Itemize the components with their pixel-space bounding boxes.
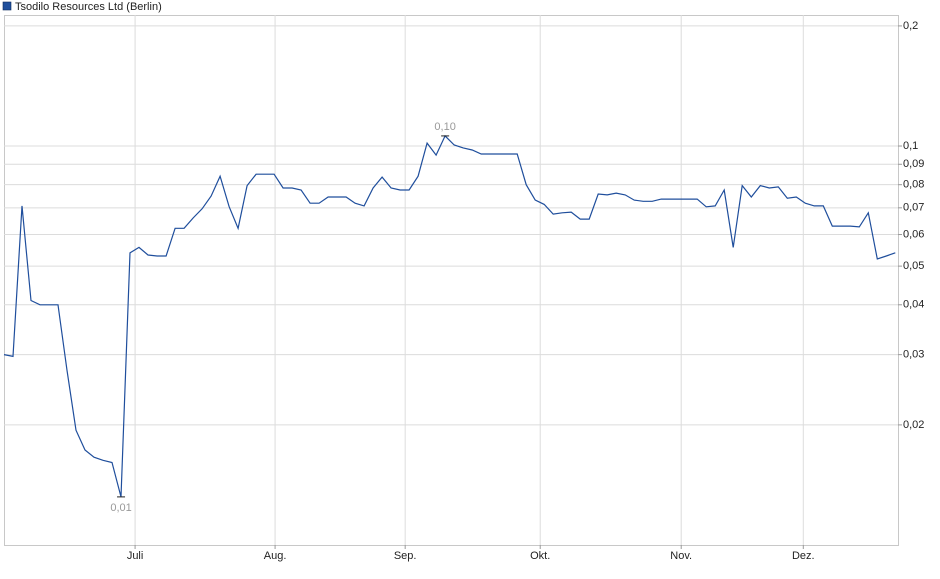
x-tick-label: Sep. bbox=[394, 550, 417, 562]
y-tick-label: 0,04 bbox=[903, 299, 924, 311]
legend-label: Tsodilo Resources Ltd (Berlin) bbox=[15, 1, 162, 13]
value-label: 0,01 bbox=[110, 502, 131, 514]
value-label: 0,10 bbox=[434, 121, 455, 133]
y-tick-label: 0,09 bbox=[903, 158, 924, 170]
plot-frame bbox=[4, 15, 899, 546]
y-tick-label: 0,1 bbox=[903, 140, 918, 152]
y-tick-label: 0,06 bbox=[903, 228, 924, 240]
x-tick-label: Nov. bbox=[670, 550, 692, 562]
y-tick-label: 0,02 bbox=[903, 419, 924, 431]
x-tick-label: Okt. bbox=[530, 550, 550, 562]
legend-swatch bbox=[2, 1, 12, 11]
y-tick-label: 0,03 bbox=[903, 349, 924, 361]
y-tick-label: 0,05 bbox=[903, 260, 924, 272]
line bbox=[3, 134, 896, 498]
y-tick-label: 0,2 bbox=[903, 20, 918, 32]
x-tick-label: Aug. bbox=[264, 550, 287, 562]
x-tick-label: Dez. bbox=[792, 550, 815, 562]
x-tick-label: Juli bbox=[127, 550, 144, 562]
y-tick-label: 0,08 bbox=[903, 179, 924, 191]
y-tick-label: 0,07 bbox=[903, 202, 924, 214]
